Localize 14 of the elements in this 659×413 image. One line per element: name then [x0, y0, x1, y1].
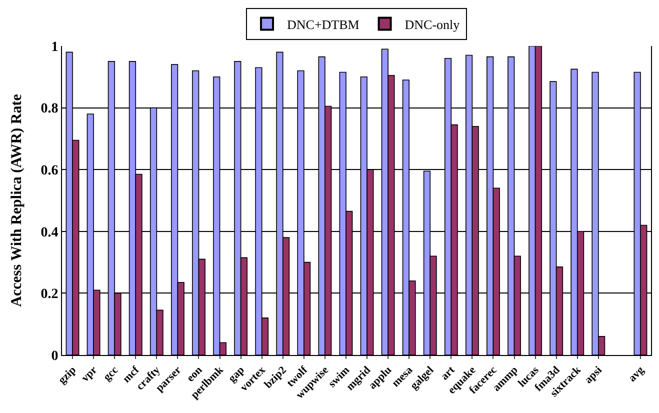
legend-label: DNC-only: [404, 16, 460, 32]
x-tick-label: vpr: [79, 364, 100, 384]
legend-label: DNC+DTBM: [287, 16, 360, 32]
y-axis-title: Access With Replica (AWR) Rate: [8, 94, 25, 307]
y-tick-label: 0.2: [40, 287, 58, 302]
y-tick-label: 1: [51, 40, 58, 55]
y-tick-label: 0.4: [40, 225, 58, 240]
y-tick-label: 0.8: [40, 102, 58, 117]
x-tick-label: avg: [626, 364, 647, 384]
x-tick-label: gcc: [101, 364, 121, 384]
x-tick-label: apsi: [582, 364, 604, 386]
x-tick-label: gzip: [56, 364, 79, 387]
y-tick-label: 0.6: [40, 164, 58, 178]
y-tick-label: 0: [51, 348, 58, 364]
